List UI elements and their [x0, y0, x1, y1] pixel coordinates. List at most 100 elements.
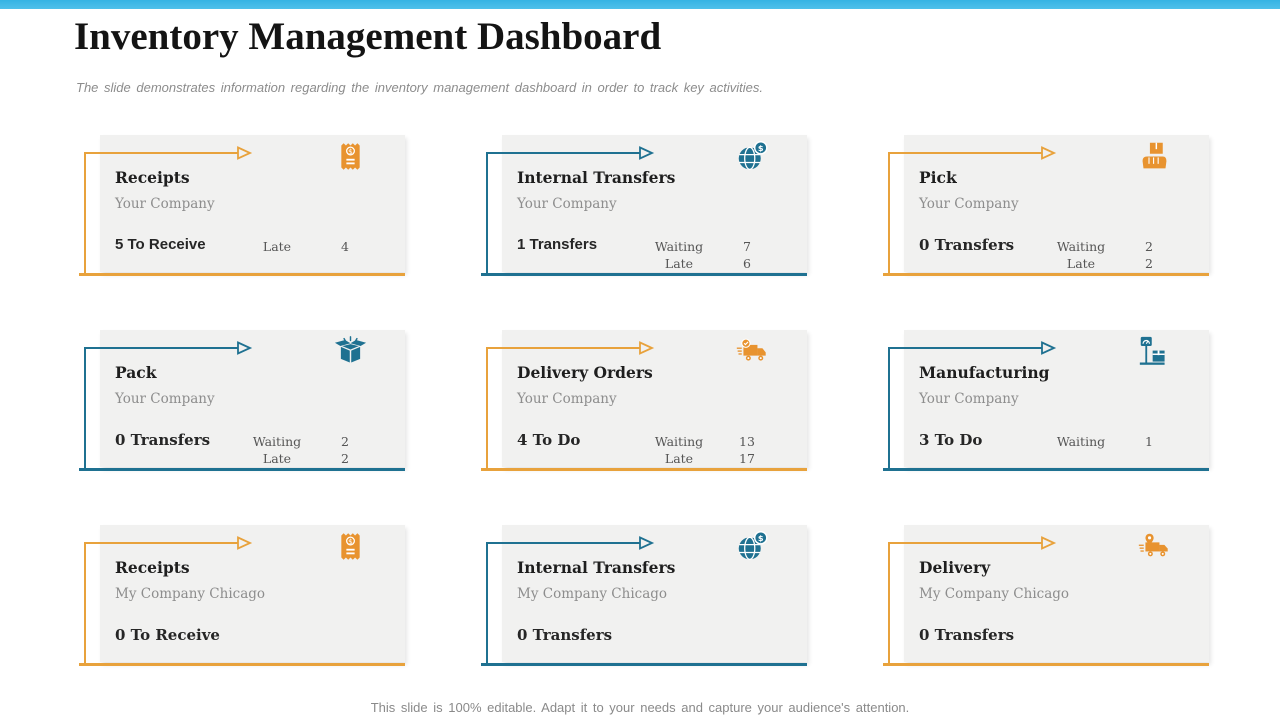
metric-label [1039, 450, 1123, 467]
receipt-icon [334, 139, 367, 174]
metric-value: 2 [341, 451, 349, 466]
metric-value [1123, 645, 1175, 662]
card-title: Receipts [115, 168, 190, 187]
metric-value [721, 645, 773, 662]
metric-value: 2 [1145, 239, 1153, 254]
card-metrics: Waiting 13 Late 17 [637, 433, 777, 467]
metric-label: Waiting [654, 434, 704, 449]
card-company: Your Company [115, 196, 215, 212]
metric-value [319, 255, 371, 272]
metric-label [637, 628, 721, 645]
metric-value: 2 [341, 434, 349, 449]
metric-value: 1 [1145, 434, 1153, 449]
card-delivery-orders-your-company: Delivery Orders Your Company 4 To Do Wai… [477, 330, 807, 475]
card-stat: 0 Transfers [517, 626, 613, 644]
card-metrics [637, 628, 777, 662]
metric-label [1039, 628, 1123, 645]
page-title: Inventory Management Dashboard [74, 15, 662, 58]
card-metrics: Waiting 2 Late 2 [1039, 238, 1179, 272]
card-receipts-my-company-chicago: Receipts My Company Chicago 0 To Receive [75, 525, 405, 670]
card-internal-transfers-your-company: Internal Transfers Your Company 1 Transf… [477, 135, 807, 280]
arrow-decoration [883, 341, 1209, 471]
metric-value: 7 [743, 239, 751, 254]
metric-value [1123, 628, 1175, 645]
globe-dollar-icon [736, 529, 769, 564]
metric-value [319, 645, 371, 662]
card-title: Delivery [919, 558, 991, 577]
card-title: Internal Transfers [517, 558, 676, 577]
metric-label: Waiting [1056, 434, 1106, 449]
metric-value: 17 [739, 451, 755, 466]
card-company: My Company Chicago [115, 586, 266, 602]
card-title: Internal Transfers [517, 168, 676, 187]
metric-label [1039, 645, 1123, 662]
metric-value: 13 [739, 434, 755, 449]
metric-value [319, 628, 371, 645]
card-pick-your-company: Pick Your Company 0 Transfers Waiting 2 L… [879, 135, 1209, 280]
metric-label: Late [664, 256, 694, 271]
card-stat: 0 Transfers [919, 626, 1015, 644]
card-company: My Company Chicago [919, 586, 1070, 602]
card-title: Pack [115, 363, 157, 382]
metric-label: Waiting [654, 239, 704, 254]
card-stat: 0 Transfers [115, 431, 211, 449]
card-stat: 5 To Receive [115, 236, 206, 253]
card-delivery-my-company-chicago: Delivery My Company Chicago 0 Transfers [879, 525, 1209, 670]
card-metrics: Late 4 [235, 238, 375, 272]
card-title: Receipts [115, 558, 190, 577]
metric-label: Waiting [1056, 239, 1106, 254]
card-receipts-your-company: Receipts Your Company 5 To Receive Late 4 [75, 135, 405, 280]
card-stat: 3 To Do [919, 431, 983, 449]
hand-box-icon [1138, 139, 1171, 174]
delivery-truck-icon [736, 334, 769, 369]
card-metrics: Waiting 2 Late 2 [235, 433, 375, 467]
metric-value [721, 628, 773, 645]
card-stat: 4 To Do [517, 431, 581, 449]
card-company: Your Company [919, 196, 1019, 212]
card-metrics: Waiting 7 Late 6 [637, 238, 777, 272]
metric-label [235, 628, 319, 645]
receipt-icon [334, 529, 367, 564]
card-metrics: Waiting 1 [1039, 433, 1179, 467]
metric-value: 4 [341, 239, 349, 254]
card-manufacturing-your-company: Manufacturing Your Company 3 To Do Waiti… [879, 330, 1209, 475]
card-company: Your Company [517, 196, 617, 212]
card-company: Your Company [517, 391, 617, 407]
metric-value: 6 [743, 256, 751, 271]
metric-label: Late [664, 451, 694, 466]
arrow-decoration [79, 146, 405, 276]
arrow-decoration [883, 536, 1209, 666]
dashboard-card-grid: Receipts Your Company 5 To Receive Late 4… [75, 135, 1209, 670]
arrow-decoration [481, 536, 807, 666]
weighing-scale-icon [1138, 334, 1171, 369]
card-company: My Company Chicago [517, 586, 668, 602]
metric-label [637, 645, 721, 662]
metric-label: Late [1066, 256, 1096, 271]
arrow-decoration [79, 536, 405, 666]
metric-label: Late [262, 451, 292, 466]
card-stat: 1 Transfers [517, 236, 598, 253]
card-title: Manufacturing [919, 363, 1050, 382]
metric-value [1123, 450, 1175, 467]
footer-note: This slide is 100% editable. Adapt it to… [370, 700, 910, 715]
arrow-decoration [79, 341, 405, 471]
metric-label [235, 645, 319, 662]
card-internal-transfers-my-company-chicago: Internal Transfers My Company Chicago 0 … [477, 525, 807, 670]
card-metrics [235, 628, 375, 662]
card-title: Delivery Orders [517, 363, 653, 382]
card-title: Pick [919, 168, 957, 187]
metric-label: Waiting [252, 434, 302, 449]
arrow-decoration [481, 341, 807, 471]
card-company: Your Company [115, 391, 215, 407]
card-pack-your-company: Pack Your Company 0 Transfers Waiting 2 L… [75, 330, 405, 475]
globe-dollar-icon [736, 139, 769, 174]
metric-label: Late [262, 239, 292, 254]
card-metrics [1039, 628, 1179, 662]
metric-value: 2 [1145, 256, 1153, 271]
card-stat: 0 Transfers [919, 236, 1015, 254]
open-box-icon [334, 334, 367, 369]
page-subtitle: The slide demonstrates information regar… [76, 80, 764, 95]
card-stat: 0 To Receive [115, 626, 220, 644]
metric-label [235, 255, 319, 272]
arrow-decoration [883, 146, 1209, 276]
